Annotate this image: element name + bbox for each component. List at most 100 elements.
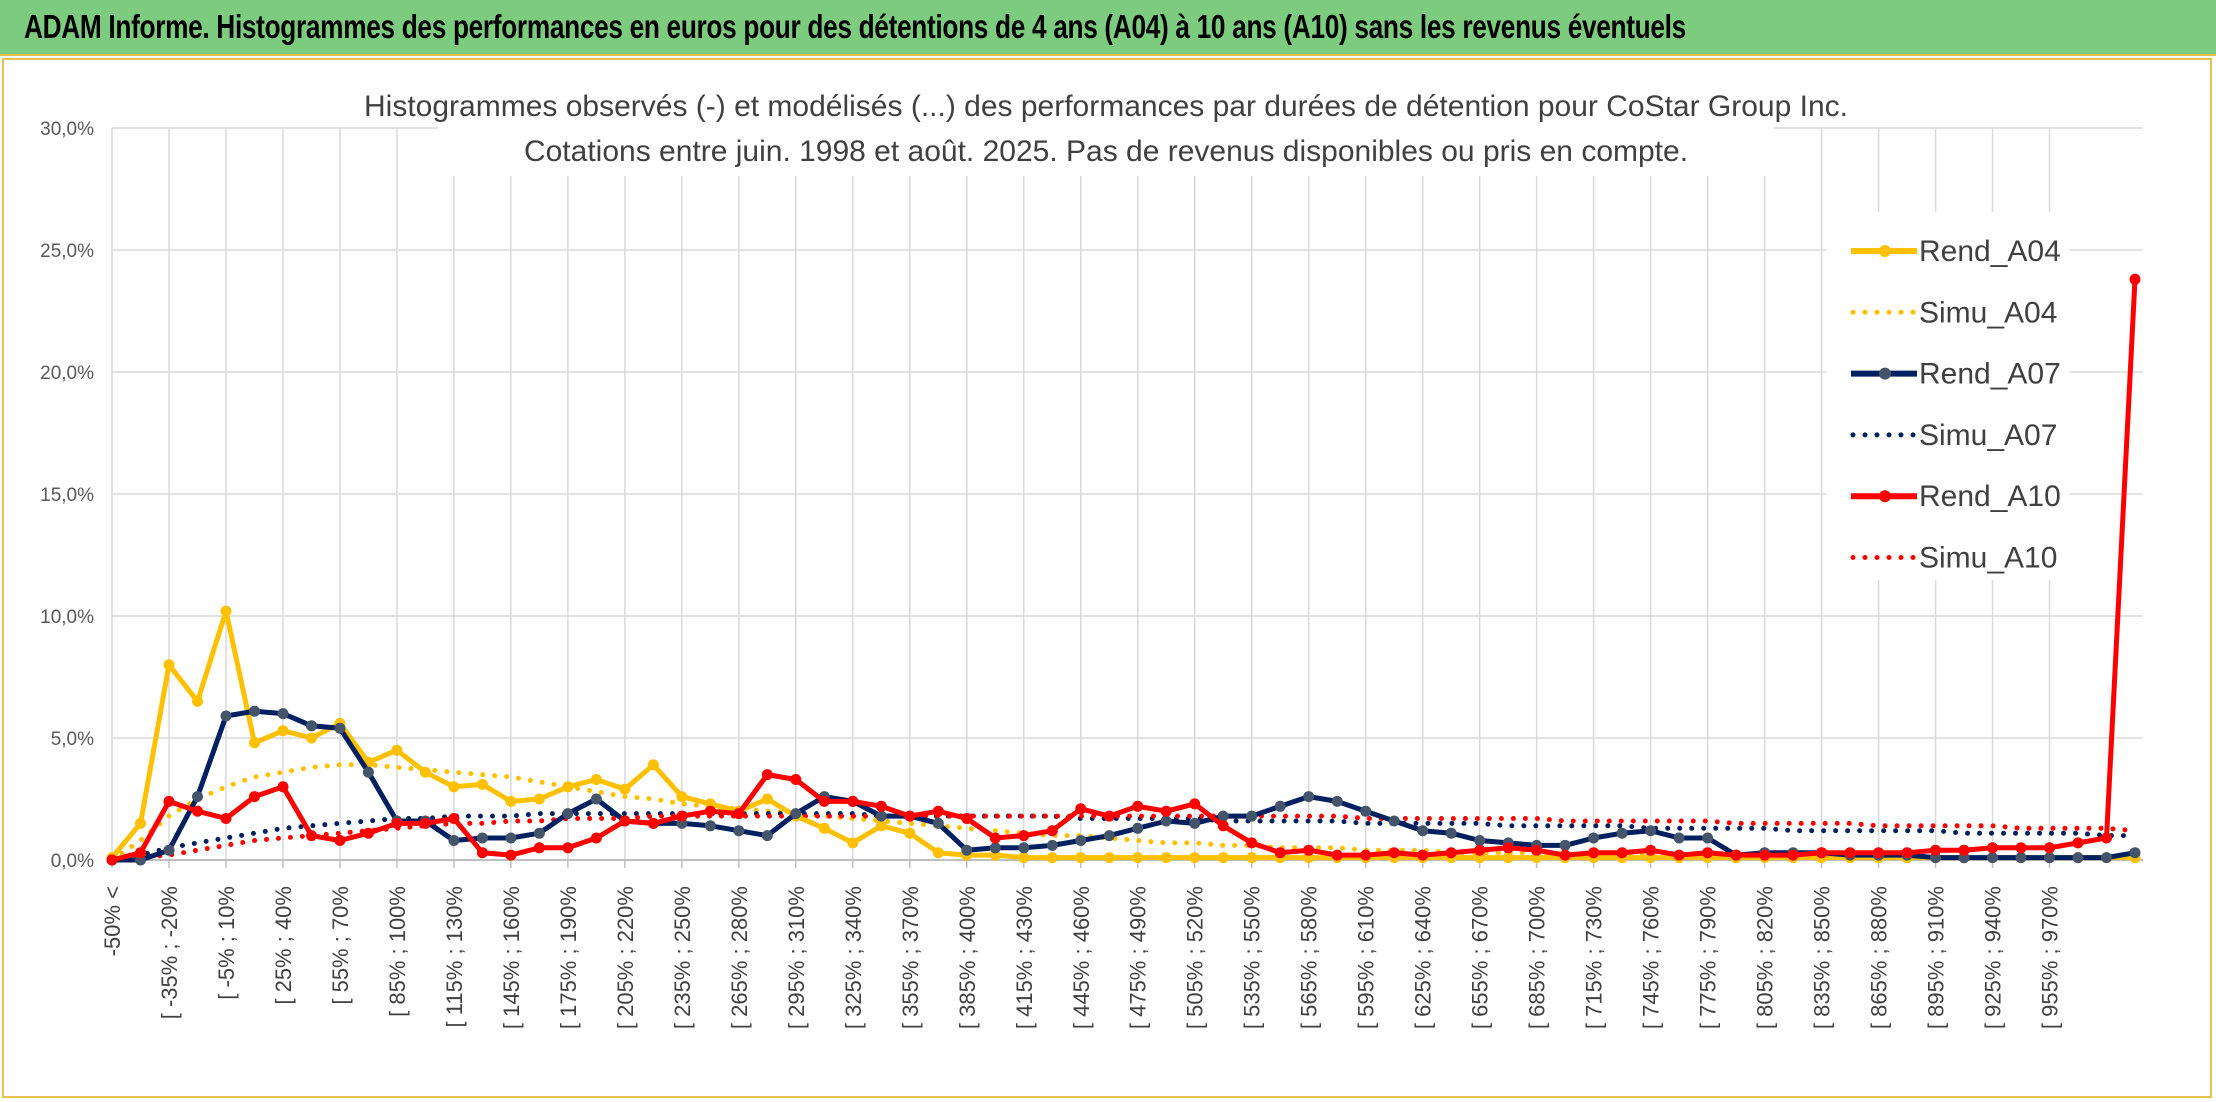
data-point xyxy=(2072,837,2084,849)
data-point xyxy=(619,815,631,827)
data-point xyxy=(2015,852,2027,864)
x-tick-label: [ 595% ; 610% xyxy=(1354,886,1379,1029)
data-point xyxy=(2015,842,2027,854)
data-point xyxy=(1588,847,1600,859)
data-point xyxy=(590,793,602,805)
data-point xyxy=(220,710,232,722)
data-point xyxy=(1474,844,1486,856)
data-point xyxy=(790,774,802,785)
data-point xyxy=(676,791,688,803)
data-point xyxy=(163,844,175,856)
data-point xyxy=(476,832,488,844)
x-tick-label: [ 25% ; 40% xyxy=(271,886,296,1005)
data-point xyxy=(1474,835,1486,846)
series-rend-a07 xyxy=(106,705,2141,866)
data-point xyxy=(847,837,859,849)
data-point xyxy=(1303,844,1315,856)
x-tick-label: [ 85% ; 100% xyxy=(385,886,410,1017)
legend-label: Rend_A07 xyxy=(1919,358,2061,391)
x-tick-label: -50% < xyxy=(100,886,125,956)
data-point xyxy=(533,793,545,805)
data-point xyxy=(1987,842,1998,854)
data-point xyxy=(1075,803,1087,815)
x-tick-label: [ 115% ; 130% xyxy=(442,886,467,1027)
data-point xyxy=(1331,849,1343,861)
data-point xyxy=(1531,844,1543,856)
chart-title: Histogrammes observés (-) et modélisés (… xyxy=(364,90,1848,123)
data-point xyxy=(1787,849,1799,861)
x-tick-label: [ 415% ; 430% xyxy=(1012,886,1037,1029)
data-point xyxy=(1303,791,1315,803)
data-point xyxy=(932,817,944,829)
data-point xyxy=(932,805,944,817)
data-point xyxy=(1901,847,1913,859)
legend-label: Rend_A04 xyxy=(1919,235,2061,268)
x-tick-label: [ 865% ; 880% xyxy=(1867,886,1892,1029)
data-point xyxy=(1388,815,1400,827)
legend-background xyxy=(1826,212,2070,580)
x-tick-label: [ -35% ; -20% xyxy=(157,886,182,1019)
y-tick-label: 0,0% xyxy=(51,851,94,872)
x-tick-label: [ 475% ; 490% xyxy=(1126,886,1151,1029)
data-point xyxy=(1075,835,1087,846)
y-tick-label: 10,0% xyxy=(40,607,94,628)
data-point xyxy=(1246,837,1258,849)
x-tick-label: [ 535% ; 550% xyxy=(1240,886,1265,1029)
data-point xyxy=(419,817,431,829)
x-tick-label: [ 265% ; 280% xyxy=(727,886,752,1029)
data-point xyxy=(1417,849,1429,861)
data-point xyxy=(1502,842,1514,854)
data-point xyxy=(761,769,773,781)
x-tick-label: [ 565% ; 580% xyxy=(1297,886,1322,1029)
data-point xyxy=(818,822,830,834)
data-point xyxy=(1588,832,1600,844)
chart-legend: Rend_A04 Simu_A04 Rend_A07 Simu_A07 Rend_A10… xyxy=(1850,235,2061,575)
data-point xyxy=(733,825,745,837)
data-point xyxy=(135,847,146,859)
x-tick-label: [ 835% ; 850% xyxy=(1810,886,1835,1029)
data-point xyxy=(961,813,973,824)
data-point xyxy=(761,793,773,805)
x-tick-label: [ 175% ; 190% xyxy=(556,886,581,1029)
legend-item-simu-a10: Simu_A10 xyxy=(1850,542,2057,575)
data-point xyxy=(192,805,203,817)
data-point xyxy=(1759,849,1771,861)
data-point xyxy=(1445,827,1457,839)
data-point xyxy=(2101,832,2112,844)
data-point xyxy=(590,774,602,785)
data-point xyxy=(419,766,431,778)
data-point xyxy=(1360,805,1372,817)
data-point xyxy=(647,759,659,771)
data-point xyxy=(1189,817,1201,829)
data-point xyxy=(1246,852,1258,864)
data-point xyxy=(875,820,887,832)
legend-item-rend-a10: Rend_A10 xyxy=(1851,480,2061,513)
data-point xyxy=(989,842,1001,854)
data-point xyxy=(1160,805,1172,817)
data-point xyxy=(1217,820,1229,832)
x-tick-label: [ 775% ; 790% xyxy=(1696,886,1721,1029)
data-point xyxy=(249,705,260,717)
x-tick-label: [ 235% ; 250% xyxy=(670,886,695,1029)
data-point xyxy=(505,849,517,861)
data-point xyxy=(220,813,232,824)
data-point xyxy=(562,808,574,820)
data-point xyxy=(761,830,773,842)
data-point xyxy=(476,778,488,790)
data-point xyxy=(1844,847,1856,859)
series-rend-a10 xyxy=(106,273,2141,866)
data-point xyxy=(1873,847,1885,859)
data-point xyxy=(448,835,460,846)
data-point xyxy=(1046,839,1058,851)
data-point xyxy=(1616,827,1628,839)
data-point xyxy=(306,732,317,744)
data-point xyxy=(476,847,488,859)
y-tick-label: 15,0% xyxy=(40,485,94,506)
y-tick-label: 25,0% xyxy=(40,241,94,262)
data-point xyxy=(1189,852,1201,864)
data-point xyxy=(1132,852,1144,864)
data-point xyxy=(1246,810,1258,822)
data-point xyxy=(1388,847,1400,859)
x-tick-label: [ 505% ; 520% xyxy=(1183,886,1208,1029)
data-point xyxy=(961,844,973,856)
